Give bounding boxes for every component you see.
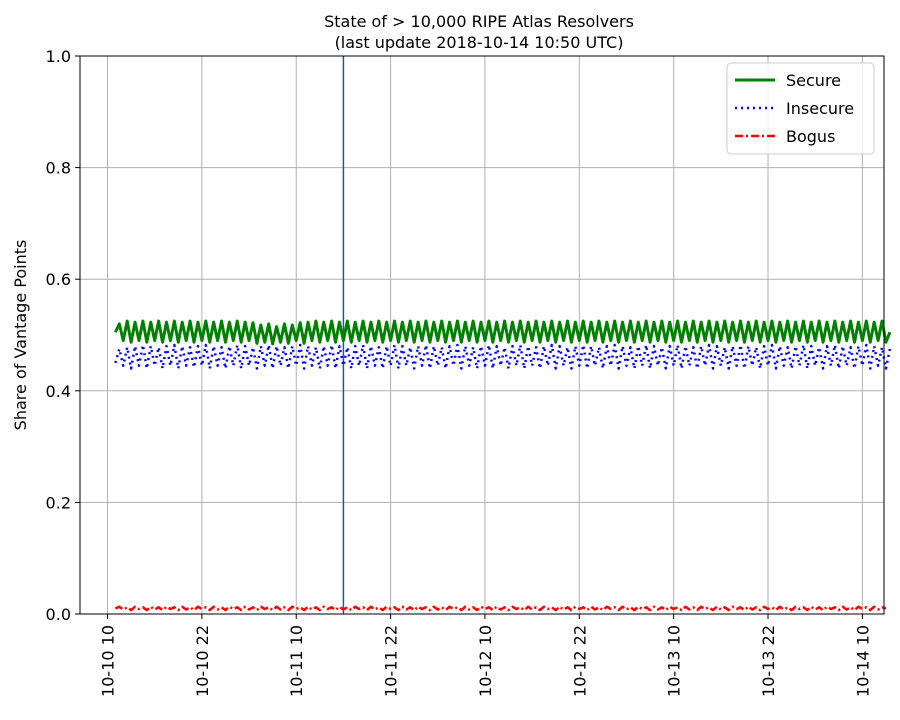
x-tick-label: 10-13 10 — [665, 625, 684, 697]
legend-box — [726, 62, 875, 155]
series-line-bogus — [114, 605, 887, 612]
series-layer — [114, 319, 892, 612]
x-tick-label: 10-13 22 — [759, 625, 778, 697]
y-tick-label: 0.6 — [46, 270, 71, 289]
x-tick-label: 10-12 22 — [570, 625, 589, 697]
legend-label-insecure: Insecure — [786, 99, 854, 118]
x-tick-label: 10-11 22 — [382, 625, 401, 697]
y-tick-label: 0.8 — [46, 159, 71, 178]
x-tick-label: 10-10 22 — [193, 625, 212, 697]
y-tick-label: 1.0 — [46, 47, 71, 66]
legend-label-secure: Secure — [786, 71, 841, 90]
x-tick-label: 10-10 10 — [99, 625, 118, 697]
axis-ticks: 0.0 0.2 0.4 0.6 0.8 1.0 10-10 10 10-10 22 10-11 … — [46, 47, 873, 697]
series-line-insecure — [114, 343, 892, 370]
x-tick-label: 10-11 10 — [287, 625, 306, 697]
y-tick-label: 0.4 — [46, 382, 71, 401]
legend-label-bogus: Bogus — [786, 127, 835, 146]
chart-subtitle: (last update 2018-10-14 10:50 UTC) — [335, 33, 624, 52]
plot-frame — [79, 55, 885, 615]
chart-title: State of > 10,000 RIPE Atlas Resolvers — [324, 12, 634, 31]
legend: Secure Insecure Bogus — [726, 62, 875, 155]
y-axis-label: Share of Vantage Points — [11, 240, 30, 431]
x-tick-label: 10-14 10 — [853, 625, 872, 697]
series-line-secure — [114, 319, 892, 346]
y-tick-label: 0.0 — [46, 605, 71, 624]
y-tick-label: 0.2 — [46, 493, 71, 512]
x-tick-label: 10-12 10 — [476, 625, 495, 697]
